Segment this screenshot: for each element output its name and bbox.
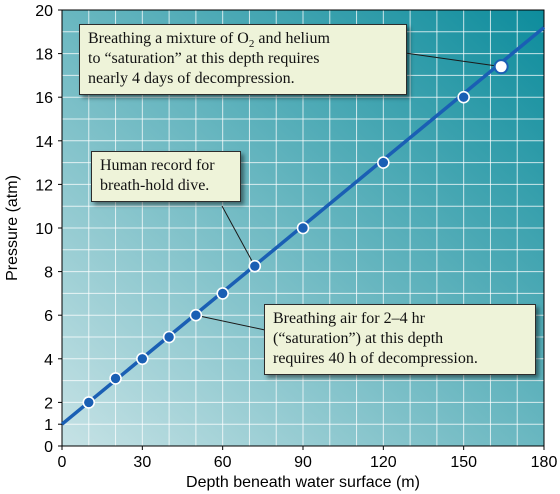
callout-breath-hold-record: Human record for breath-hold dive. xyxy=(91,151,241,202)
y-tick-label: 6 xyxy=(44,308,53,325)
callout-record-line-1: Human record for xyxy=(100,157,215,174)
callout-helium-line-3: nearly 4 days of decompression. xyxy=(88,70,295,87)
series-pressure xyxy=(60,26,546,426)
y-tick-label: 20 xyxy=(35,3,53,20)
data-point xyxy=(109,372,122,385)
x-tick-label: 60 xyxy=(214,454,232,471)
data-point xyxy=(216,287,229,300)
callout-air-saturation: Breathing air for 2–4 hr (“saturation”) … xyxy=(264,304,536,375)
y-tick-label: 4 xyxy=(44,352,53,369)
y-tick-label: 12 xyxy=(35,177,53,194)
callout-helium-line-1: Breathing a mixture of O2 and helium xyxy=(88,30,330,50)
x-tick-label: 30 xyxy=(133,454,151,471)
x-tick-label: 180 xyxy=(531,454,558,471)
leader-line-air xyxy=(195,314,266,331)
data-point xyxy=(136,352,149,366)
callout-air-line-1: Breathing air for 2–4 hr xyxy=(273,310,425,327)
data-point xyxy=(189,308,203,322)
y-axis-title: Pressure (atm) xyxy=(4,175,21,281)
y-tick-label: 10 xyxy=(35,221,53,238)
x-axis-ticks: 0 30 60 90 120 150 180 xyxy=(58,446,558,471)
x-tick-label: 120 xyxy=(370,454,397,471)
y-tick-label: 0 xyxy=(44,439,53,456)
callout-leaders xyxy=(195,51,502,331)
y-tick-label: 16 xyxy=(35,90,53,107)
callout-helium-line-2: to “saturation” at this depth requires xyxy=(88,50,320,67)
y-tick-label: 2 xyxy=(44,395,53,412)
callout-record-line-2: breath-hold dive. xyxy=(100,177,210,194)
data-point xyxy=(162,330,176,344)
y-tick-label: 14 xyxy=(35,134,53,151)
leader-line-helium xyxy=(397,51,502,68)
y-tick-label: 8 xyxy=(44,265,53,282)
data-point xyxy=(248,259,262,273)
x-tick-label: 90 xyxy=(294,454,312,471)
data-point xyxy=(377,156,390,169)
x-tick-label: 150 xyxy=(450,454,477,471)
data-point xyxy=(296,221,310,235)
callout-air-line-3: requires 40 h of decompression. xyxy=(273,350,478,367)
callout-helium-saturation: Breathing a mixture of O2 and helium to … xyxy=(79,24,407,95)
callout-air-line-2: (“saturation”) at this depth xyxy=(273,330,444,347)
data-point xyxy=(457,90,470,104)
subscript-text: 2 xyxy=(248,38,255,50)
leader-line-record xyxy=(221,205,256,267)
data-point xyxy=(82,396,96,409)
x-tick-label: 0 xyxy=(58,454,67,471)
y-tick-label: 18 xyxy=(35,47,53,64)
y-tick-label: 1 xyxy=(44,417,53,434)
data-point-highlight xyxy=(493,59,509,75)
x-axis-title: Depth beneath water surface (m) xyxy=(186,474,420,491)
